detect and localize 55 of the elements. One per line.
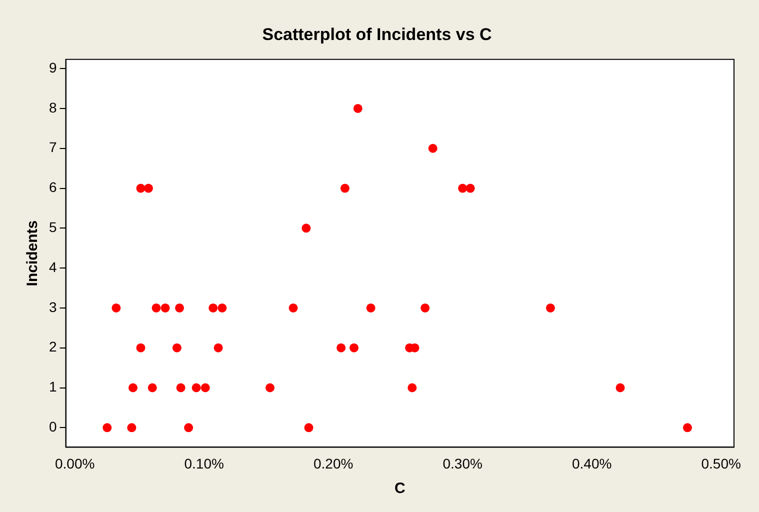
point bbox=[128, 383, 138, 392]
y-tick-label: 2 bbox=[48, 338, 57, 355]
point bbox=[350, 343, 359, 352]
point bbox=[420, 303, 430, 312]
point bbox=[616, 383, 625, 392]
point bbox=[112, 303, 121, 312]
point bbox=[458, 184, 468, 193]
x-tick-label: 0.20% bbox=[313, 455, 354, 472]
y-tick-label: 5 bbox=[48, 219, 57, 236]
x-axis-title: C bbox=[394, 480, 406, 498]
point bbox=[200, 383, 210, 392]
y-tick-label: 0 bbox=[48, 418, 57, 435]
point bbox=[682, 423, 692, 432]
point bbox=[214, 343, 223, 352]
point bbox=[172, 343, 182, 352]
point bbox=[192, 383, 201, 392]
x-tick-label: 0.40% bbox=[572, 455, 612, 472]
point bbox=[336, 343, 346, 352]
y-tick-label: 6 bbox=[48, 179, 57, 196]
x-tick-label: 0.00% bbox=[54, 455, 95, 472]
point bbox=[136, 184, 146, 193]
point bbox=[218, 303, 227, 312]
point bbox=[152, 303, 161, 312]
point bbox=[288, 303, 298, 312]
point bbox=[408, 383, 417, 392]
point bbox=[176, 383, 186, 392]
point bbox=[175, 303, 184, 312]
y-tick-label: 8 bbox=[48, 99, 57, 116]
point bbox=[144, 184, 154, 193]
y-tick-label: 7 bbox=[48, 139, 57, 156]
point bbox=[466, 184, 475, 193]
point bbox=[136, 343, 146, 352]
point bbox=[266, 383, 274, 392]
x-tick-label: 0.50% bbox=[701, 455, 741, 472]
point bbox=[102, 423, 112, 432]
x-tick-label: 0.30% bbox=[442, 455, 482, 472]
y-tick-label: 1 bbox=[48, 378, 57, 395]
point bbox=[208, 303, 218, 312]
y-axis-title: Incidents bbox=[24, 220, 42, 286]
point bbox=[127, 423, 136, 432]
x-tick-label: 0.10% bbox=[184, 455, 224, 472]
y-tick-label: 9 bbox=[48, 59, 57, 76]
y-tick-label: 4 bbox=[48, 258, 57, 275]
point bbox=[428, 144, 438, 153]
point bbox=[340, 184, 350, 193]
point bbox=[184, 423, 194, 432]
point bbox=[148, 383, 157, 392]
point bbox=[353, 104, 362, 113]
y-tick-label: 3 bbox=[48, 298, 57, 315]
point bbox=[546, 303, 555, 312]
point bbox=[304, 423, 314, 432]
point bbox=[366, 303, 376, 312]
point bbox=[302, 224, 311, 233]
point bbox=[160, 303, 170, 312]
chart-title: Scatterplot of Incidents vs C bbox=[262, 24, 492, 44]
